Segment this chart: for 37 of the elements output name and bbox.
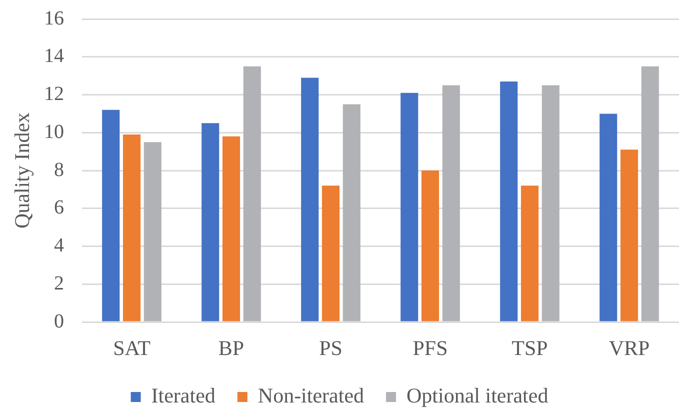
bar — [202, 123, 220, 322]
legend-label: Optional iterated — [406, 384, 549, 408]
y-tick-label: 16 — [44, 7, 64, 30]
y-tick-label: 8 — [54, 158, 64, 181]
bar — [542, 85, 560, 322]
bar — [301, 78, 319, 322]
y-tick-label: 10 — [44, 120, 64, 143]
bar — [520, 186, 539, 322]
bar — [421, 170, 440, 322]
bar — [144, 142, 162, 322]
y-tick-label: 12 — [44, 83, 64, 105]
x-tick-label: BP — [218, 336, 244, 360]
y-tick-label: 14 — [44, 45, 64, 68]
bar — [243, 66, 261, 322]
x-tick-label: PFS — [412, 336, 448, 360]
legend-label: Non-iterated — [258, 384, 365, 408]
bar — [500, 81, 518, 322]
y-axis-title: Quality Index — [10, 112, 34, 229]
y-tick-label: 4 — [54, 234, 64, 256]
x-tick-label: VRP — [608, 336, 650, 360]
y-tick-label: 6 — [54, 196, 64, 219]
bar — [102, 110, 120, 322]
bar — [122, 134, 141, 322]
y-tick-label: 2 — [54, 272, 64, 294]
bar — [600, 114, 618, 322]
bar — [322, 186, 340, 322]
bar — [400, 92, 418, 322]
x-tick-label: SAT — [113, 336, 151, 360]
bar — [222, 136, 240, 322]
y-tick-label: 0 — [54, 310, 64, 332]
bar — [641, 66, 659, 322]
legend-label: Iterated — [151, 384, 216, 408]
bar — [342, 104, 360, 322]
x-tick-label: PS — [319, 336, 342, 360]
bar — [620, 150, 638, 322]
bar — [442, 85, 460, 322]
x-tick-label: TSP — [512, 336, 548, 360]
